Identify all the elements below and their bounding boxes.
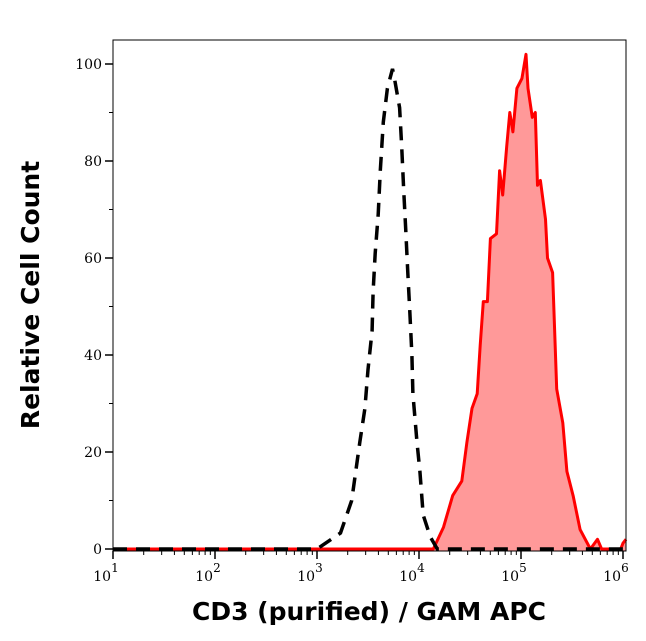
x-axis-label: CD3 (purified) / GAM APC xyxy=(192,597,546,626)
x-tick-base: 10 xyxy=(399,569,417,585)
x-tick-base: 10 xyxy=(501,569,519,585)
x-tick-exponent: 4 xyxy=(417,561,425,575)
series-outline-line xyxy=(113,52,628,551)
y-axis-label: Relative Cell Count xyxy=(16,161,45,429)
x-tick-label: 105 xyxy=(501,561,526,585)
plot-frame xyxy=(112,39,627,552)
y-tick-label: 60 xyxy=(84,251,102,267)
y-tick-label: 0 xyxy=(93,542,102,558)
x-tick-exponent: 6 xyxy=(621,561,629,575)
series-layer xyxy=(113,52,628,552)
x-tick-exponent: 5 xyxy=(519,561,527,575)
series-fill-area xyxy=(113,54,626,552)
y-tick-label: 100 xyxy=(75,57,102,73)
x-tick-label: 102 xyxy=(195,561,220,585)
x-tick-exponent: 2 xyxy=(213,561,221,575)
x-tick-base: 10 xyxy=(93,569,111,585)
x-tick-base: 10 xyxy=(195,569,213,585)
y-tick-label: 40 xyxy=(84,348,102,364)
x-tick-label: 104 xyxy=(399,561,425,585)
series-dashed-line xyxy=(113,68,623,551)
x-tick-exponent: 3 xyxy=(315,561,323,575)
y-tick-label: 20 xyxy=(84,445,102,461)
x-tick-label: 103 xyxy=(297,561,322,585)
y-tick-label: 80 xyxy=(84,154,102,170)
x-tick-label: 106 xyxy=(603,561,628,585)
x-tick-label: 101 xyxy=(93,561,118,585)
x-tick-exponent: 1 xyxy=(111,561,119,575)
y-axis: 0 20 40 60 80 100 xyxy=(75,57,113,558)
x-tick-base: 10 xyxy=(297,569,315,585)
x-tick-base: 10 xyxy=(603,569,621,585)
